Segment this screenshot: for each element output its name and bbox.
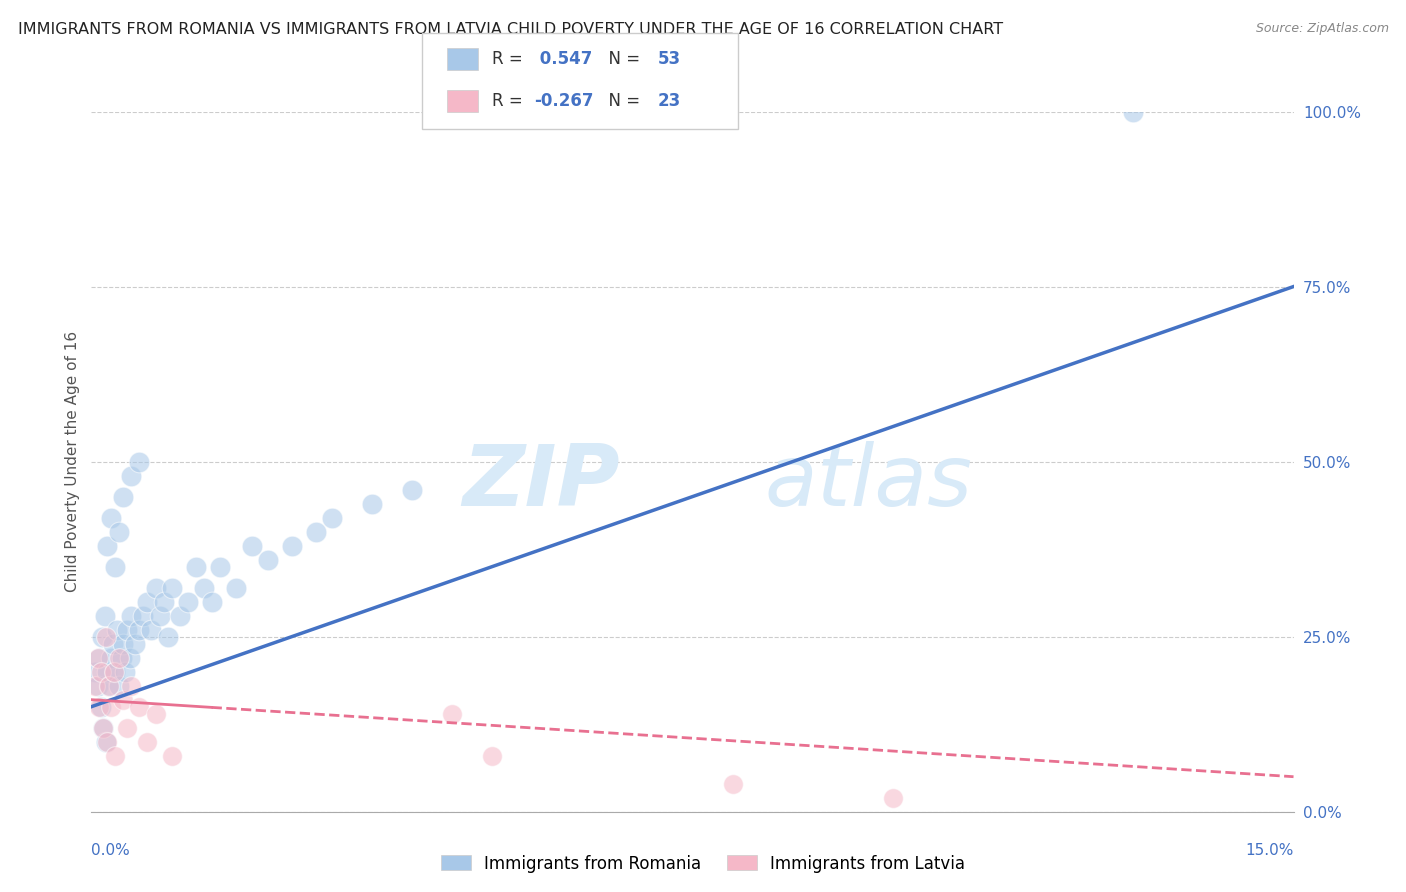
Point — [93, 721, 115, 735]
Point — [121, 468, 143, 483]
Point — [256, 552, 278, 566]
Text: R =: R = — [492, 50, 529, 68]
Point — [87, 679, 110, 693]
Y-axis label: Child Poverty Under the Age of 16: Child Poverty Under the Age of 16 — [65, 331, 80, 592]
Text: N =: N = — [598, 92, 645, 111]
Point — [305, 524, 328, 539]
Point — [117, 623, 139, 637]
Point — [141, 623, 163, 637]
Point — [882, 790, 904, 805]
Point — [184, 559, 207, 574]
Point — [481, 748, 503, 763]
Point — [96, 539, 118, 553]
Point — [225, 581, 247, 595]
Text: N =: N = — [598, 50, 645, 68]
Point — [89, 650, 111, 665]
Point — [100, 510, 122, 524]
Point — [84, 679, 107, 693]
Point — [100, 699, 122, 714]
Point — [176, 594, 198, 608]
Point — [360, 497, 382, 511]
Point — [112, 490, 135, 504]
Point — [145, 706, 167, 721]
Point — [104, 665, 127, 679]
Point — [90, 665, 112, 679]
Point — [156, 630, 179, 644]
Point — [93, 721, 115, 735]
Point — [101, 637, 124, 651]
Point — [96, 665, 118, 679]
Text: IMMIGRANTS FROM ROMANIA VS IMMIGRANTS FROM LATVIA CHILD POVERTY UNDER THE AGE OF: IMMIGRANTS FROM ROMANIA VS IMMIGRANTS FR… — [18, 22, 1004, 37]
Text: atlas: atlas — [765, 442, 973, 524]
Point — [112, 637, 135, 651]
Point — [118, 650, 141, 665]
Text: 0.547: 0.547 — [534, 50, 593, 68]
Point — [108, 650, 131, 665]
Point — [121, 608, 143, 623]
Point — [145, 581, 167, 595]
Point — [160, 581, 183, 595]
Point — [193, 581, 215, 595]
Point — [128, 455, 150, 469]
Point — [160, 748, 183, 763]
Point — [112, 692, 135, 706]
Point — [104, 748, 127, 763]
Point — [321, 510, 343, 524]
Legend: Immigrants from Romania, Immigrants from Latvia: Immigrants from Romania, Immigrants from… — [434, 848, 972, 880]
Point — [281, 539, 304, 553]
Point — [87, 650, 110, 665]
Point — [152, 594, 174, 608]
Point — [201, 594, 224, 608]
Point — [105, 623, 128, 637]
Text: Source: ZipAtlas.com: Source: ZipAtlas.com — [1256, 22, 1389, 36]
Point — [111, 650, 134, 665]
Text: R =: R = — [492, 92, 529, 111]
Point — [114, 665, 136, 679]
Text: -0.267: -0.267 — [534, 92, 593, 111]
Point — [401, 483, 423, 497]
Text: 53: 53 — [658, 50, 681, 68]
Point — [169, 608, 191, 623]
Text: 15.0%: 15.0% — [1246, 843, 1294, 858]
Text: 23: 23 — [658, 92, 682, 111]
Point — [98, 679, 121, 693]
Point — [89, 699, 111, 714]
Point — [208, 559, 231, 574]
Point — [94, 735, 117, 749]
Point — [98, 679, 121, 693]
Point — [1122, 104, 1144, 119]
Point — [240, 539, 263, 553]
Point — [100, 650, 122, 665]
Point — [90, 630, 112, 644]
Text: 0.0%: 0.0% — [91, 843, 131, 858]
Point — [128, 699, 150, 714]
Point — [94, 608, 117, 623]
Point — [104, 559, 127, 574]
Point — [84, 665, 107, 679]
Point — [136, 594, 159, 608]
Point — [108, 679, 131, 693]
Point — [124, 637, 146, 651]
Point — [117, 721, 139, 735]
Point — [108, 524, 131, 539]
Point — [136, 735, 159, 749]
Point — [132, 608, 155, 623]
Text: ZIP: ZIP — [463, 442, 620, 524]
Point — [441, 706, 464, 721]
Point — [103, 665, 125, 679]
Point — [94, 630, 117, 644]
Point — [148, 608, 170, 623]
Point — [90, 699, 112, 714]
Point — [96, 735, 118, 749]
Point — [121, 679, 143, 693]
Point — [721, 777, 744, 791]
Point — [128, 623, 150, 637]
